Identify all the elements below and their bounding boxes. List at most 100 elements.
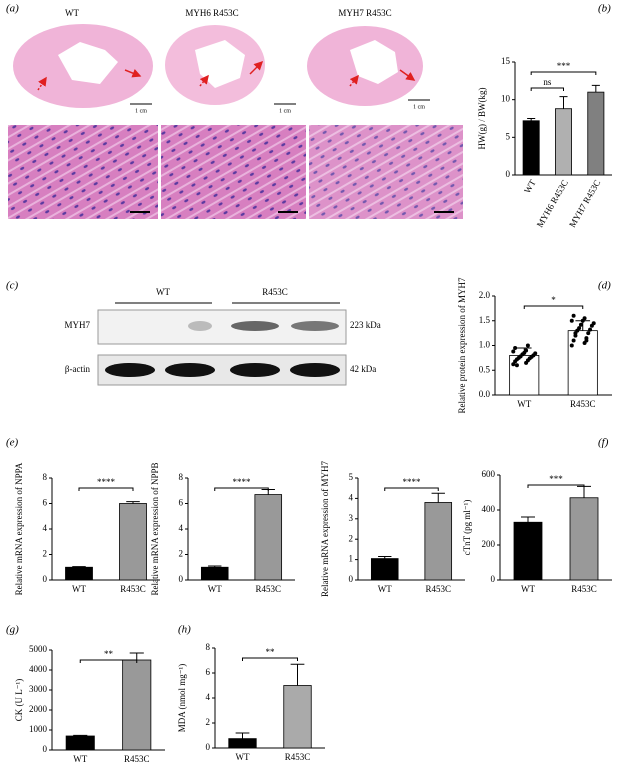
x-tick-label: WT	[208, 584, 222, 594]
panel-label: (a)	[6, 3, 19, 15]
error-bar	[591, 84, 600, 93]
bar	[587, 91, 605, 176]
y-tick-label: 10	[501, 94, 511, 104]
data-point	[525, 343, 530, 348]
bar	[119, 503, 147, 581]
x-tick-label: MYH6 R453C	[535, 178, 570, 229]
significance-label: **	[104, 649, 114, 659]
bar	[370, 558, 399, 581]
panel-label: (h)	[178, 624, 191, 636]
data-point	[578, 322, 583, 327]
significance-bracket	[242, 657, 298, 661]
histology-title: WT	[65, 8, 79, 18]
data-point	[571, 313, 576, 318]
data-point	[584, 338, 589, 343]
error-bar	[527, 118, 536, 121]
significance-bracket	[79, 659, 138, 663]
blot	[97, 309, 347, 386]
y-tick-label: 4	[43, 523, 48, 533]
blot-size: 42 kDa	[350, 364, 376, 374]
scale-bar-label: 1 cm	[135, 108, 147, 114]
significance-bracket	[384, 487, 439, 491]
y-tick-label: 6	[206, 667, 211, 677]
bar	[569, 497, 599, 581]
error-bar	[521, 516, 535, 523]
scale-bar-label: 1 cm	[413, 104, 425, 110]
y-tick-label: 2	[179, 549, 184, 559]
y-tick-label: 6	[43, 498, 48, 508]
x-tick-label: WT	[521, 584, 535, 594]
blot-size: 223 kDa	[350, 320, 381, 330]
scale-bar-label: 1 cm	[279, 108, 291, 114]
data-point	[577, 326, 582, 331]
y-tick-label: 0	[43, 574, 48, 584]
data-point	[533, 351, 538, 356]
significance-bracket	[523, 305, 584, 309]
x-tick-label: R453C	[120, 584, 146, 594]
x-tick-label: WT	[73, 754, 87, 764]
data-point	[524, 348, 529, 353]
y-tick-label: 4	[349, 492, 354, 502]
x-tick-label: MYH7 R453C	[567, 178, 602, 229]
y-tick-label: 2.0	[479, 290, 491, 300]
data-point	[513, 345, 518, 350]
y-tick-label: 0	[491, 574, 496, 584]
panel-label: (e)	[6, 437, 19, 449]
x-tick-label: R453C	[255, 584, 281, 594]
y-tick-label: 0	[43, 744, 48, 754]
bar	[65, 566, 93, 581]
y-tick-label: 5	[506, 131, 511, 141]
bar	[522, 120, 540, 176]
y-tick-label: 8	[206, 642, 211, 652]
y-tick-label: 4	[206, 692, 211, 702]
data-point	[582, 316, 587, 321]
significance-bracket	[527, 484, 585, 488]
x-tick-label: R453C	[285, 752, 311, 762]
y-tick-label: 8	[179, 472, 184, 482]
y-tick-label: 0	[179, 574, 184, 584]
significance-label: ****	[233, 477, 252, 487]
bar	[513, 521, 543, 581]
y-tick-label: 1000	[29, 724, 48, 734]
y-tick-label: 5000	[29, 644, 48, 654]
x-tick-label: WT	[236, 752, 250, 762]
panel-label: (f)	[598, 437, 609, 449]
y-tick-label: 1	[349, 554, 354, 564]
bar	[424, 502, 453, 581]
significance-label: ns	[543, 77, 552, 87]
significance-bracket	[530, 87, 564, 91]
panel-label: (d)	[598, 280, 611, 292]
y-tick-label: 2	[349, 533, 354, 543]
y-tick-label: 0	[506, 169, 511, 179]
significance-label: ****	[97, 477, 116, 487]
x-tick-label: WT	[72, 584, 86, 594]
y-tick-label: 15	[501, 56, 511, 66]
y-tick-label: 1.5	[479, 315, 491, 325]
y-axis-label: HW(g) / BW(kg)	[477, 88, 487, 150]
y-tick-label: 8	[43, 472, 48, 482]
panel-label: (g)	[6, 624, 19, 636]
significance-bracket	[78, 487, 134, 491]
error-bar	[378, 556, 392, 559]
y-tick-label: 2	[206, 717, 211, 727]
y-axis-label: Relative mRNA expression of NPPA	[14, 462, 24, 595]
x-tick-label: R453C	[425, 584, 451, 594]
y-tick-label: 1.0	[479, 340, 491, 350]
data-point	[511, 349, 516, 354]
error-bar	[129, 652, 144, 660]
panel-label: (c)	[6, 280, 19, 292]
data-point	[569, 343, 574, 348]
data-point	[591, 321, 596, 326]
significance-label: ***	[557, 61, 571, 71]
data-point	[573, 331, 578, 336]
histology-title: MYH6 R453C	[185, 8, 238, 18]
y-tick-label: 3000	[29, 684, 48, 694]
error-bar	[290, 663, 305, 686]
bar	[283, 685, 312, 749]
x-tick-label: WT	[517, 399, 531, 409]
significance-label: *	[551, 295, 556, 305]
data-point	[586, 331, 591, 336]
data-point	[511, 362, 516, 367]
heart-sections	[13, 24, 430, 108]
blot-row-label: β-actin	[65, 364, 91, 374]
